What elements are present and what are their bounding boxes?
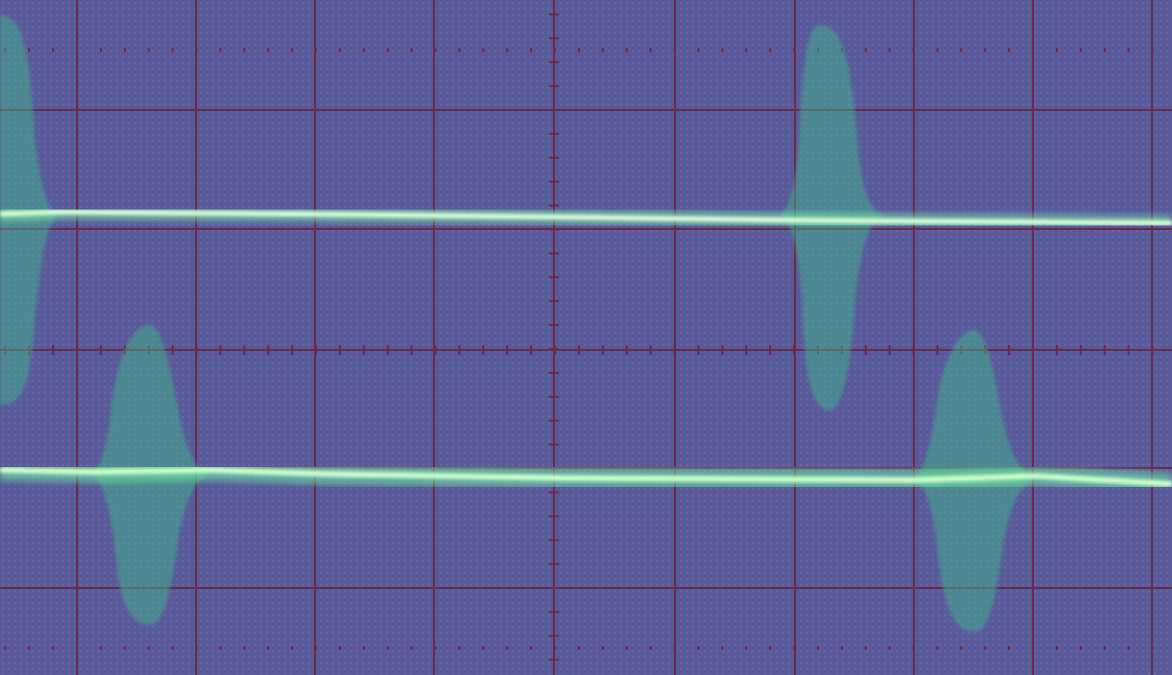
body: (() => { const svg = document.getElement…: [0, 0, 1172, 675]
scope-screen: [0, 0, 1172, 675]
page: Oscilloscope {} html, body { margin: 0; …: [0, 0, 1172, 675]
